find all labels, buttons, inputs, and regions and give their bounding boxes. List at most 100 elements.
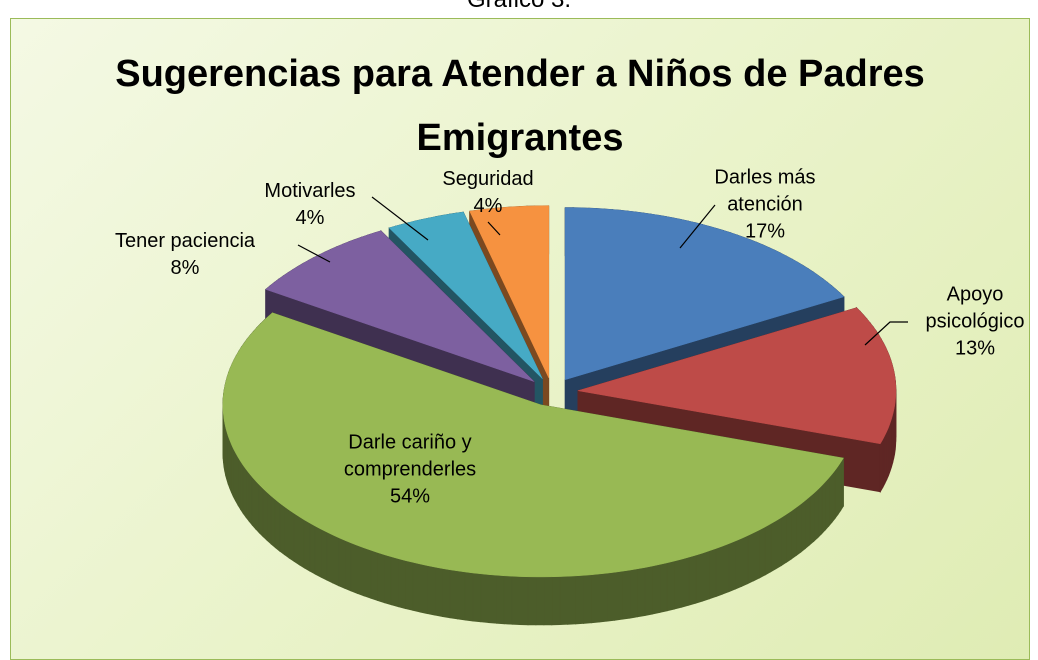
slice-side (450, 570, 458, 619)
slice-side (427, 566, 435, 616)
slice-side (880, 440, 882, 492)
slice-side (591, 574, 599, 623)
slice-side (310, 523, 316, 574)
slice-side (544, 577, 552, 625)
slice-side (378, 553, 385, 603)
slice-side (504, 576, 512, 624)
slice-side (748, 533, 754, 584)
slice-side (576, 575, 584, 624)
slice-side (364, 548, 371, 598)
value-label: 13% (920, 336, 1030, 363)
slice-side (249, 473, 252, 525)
slice-side (735, 538, 741, 589)
slice-side (391, 557, 398, 607)
category-label: Darle cariño y comprenderles (323, 430, 498, 484)
slice-side (256, 481, 260, 533)
category-label: Apoyo psicológico (920, 282, 1030, 336)
slice-side (832, 470, 835, 522)
slice-side (413, 562, 420, 612)
slice-side (615, 571, 623, 620)
slice-side (263, 489, 267, 541)
slice-side (660, 563, 667, 613)
slice-side (781, 514, 786, 565)
slice-side (810, 493, 814, 545)
slice-side (835, 466, 838, 518)
value-label: 54% (323, 484, 498, 511)
slice-side (243, 465, 246, 517)
slice-side (787, 511, 792, 562)
slice-side (560, 576, 568, 624)
slice-side (583, 575, 591, 624)
slice-side (473, 573, 481, 622)
slice-side (420, 564, 427, 614)
slice-side (703, 551, 710, 601)
slice-side (528, 577, 536, 625)
slice-side (760, 527, 766, 578)
slice-side (406, 561, 413, 611)
slice-side (682, 557, 689, 607)
slice-side (776, 518, 781, 569)
slice-side (771, 521, 776, 572)
slice-side (358, 546, 365, 596)
slice-side (729, 541, 735, 592)
slice-side (496, 575, 504, 624)
slice-side (351, 543, 357, 594)
slice-side (284, 507, 289, 558)
value-label: 8% (75, 255, 295, 282)
category-label: Tener paciencia (75, 228, 295, 255)
slice-side (568, 576, 576, 624)
slice-side (327, 532, 333, 583)
slice-side (814, 490, 818, 542)
slice-side (796, 504, 801, 555)
category-label: Motivarles (250, 178, 370, 205)
slice-side (520, 577, 528, 625)
page: Gráfico 3. Sugerencias para Atender a Ni… (0, 0, 1038, 646)
slice-side (333, 535, 339, 586)
category-label: Darles más atención (695, 165, 835, 219)
slice-side (696, 553, 703, 603)
slice-side (465, 572, 473, 621)
value-label: 17% (695, 219, 835, 246)
value-label: 4% (428, 193, 548, 220)
slice-side (818, 486, 822, 538)
slice-side (716, 546, 723, 596)
slice-side (829, 474, 832, 526)
slice-side (675, 559, 682, 609)
slice-side (653, 564, 660, 614)
slice-side (838, 462, 841, 514)
slice-side (754, 530, 760, 581)
slice-side (645, 566, 653, 616)
slice-side (259, 485, 263, 537)
slice-side (552, 577, 560, 625)
value-label: 4% (250, 205, 370, 232)
slice-side (723, 544, 729, 595)
slice-side (275, 500, 279, 552)
slice-side (398, 559, 405, 609)
slice-side (599, 573, 607, 622)
slice-side (271, 496, 275, 548)
slice-side (630, 569, 638, 618)
slice-side (304, 520, 309, 571)
slice-side (825, 478, 829, 530)
slice-side (339, 538, 345, 589)
slice-side (435, 567, 443, 616)
slice-side (742, 536, 748, 587)
slice-side (638, 568, 646, 617)
slice-side (822, 482, 826, 534)
slice-side (792, 507, 797, 559)
slice-side (315, 526, 321, 577)
slice-side (458, 571, 466, 620)
slice-side (489, 575, 497, 624)
slice-side (321, 529, 327, 580)
slice-side (607, 572, 615, 621)
slice-side (299, 517, 304, 568)
chart-title: Sugerencias para Atender a Niños de Padr… (30, 42, 1010, 170)
slice-side (252, 477, 255, 529)
slice-side (689, 555, 696, 605)
slice-side (765, 524, 771, 575)
slice-side (289, 510, 294, 561)
